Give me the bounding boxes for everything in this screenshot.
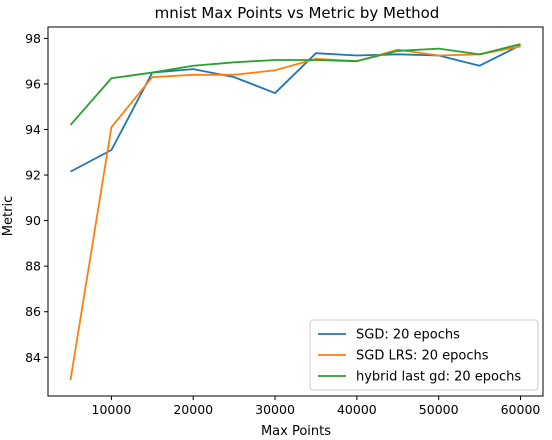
x-axis-ticks: 10000 20000 30000 40000 50000 60000 [92,396,541,417]
x-tick-label: 10000 [92,402,132,417]
x-tick-label: 40000 [337,402,377,417]
y-tick-label: 94 [25,122,41,137]
legend-items: SGD: 20 epochs SGD LRS: 20 epochs hybrid l… [318,328,521,385]
y-tick-label: 96 [25,76,41,91]
y-tick-label: 98 [25,31,41,46]
x-tick-label: 30000 [255,402,295,417]
legend-box [309,319,539,391]
chart-title: mnist Max Points vs Metric by Method [155,4,440,22]
y-tick-label: 88 [25,259,41,274]
series-layer [69,43,521,381]
x-tick-label: 60000 [501,402,541,417]
series-line-2 [69,45,521,381]
y-axis-label: Metric [1,196,16,236]
plot-area: 10000 20000 30000 40000 50000 60000 84 86 88 90 9… [25,26,544,417]
legend-label-2: SGD LRS: 20 epochs [356,349,489,364]
plot-frame [47,26,544,397]
series-line-3 [69,43,521,126]
y-tick-label: 92 [25,168,41,183]
x-tick-label: 50000 [419,402,459,417]
x-tick-label: 20000 [173,402,213,417]
legend-label-1: SGD: 20 epochs [356,328,460,343]
x-axis-label: Max Points [261,424,331,439]
y-tick-label: 84 [25,350,41,365]
y-axis-ticks: 84 86 88 90 92 94 96 98 [25,31,48,365]
y-tick-label: 90 [25,213,41,228]
legend-label-3: hybrid last gd: 20 epochs [356,370,521,385]
legend: SGD: 20 epochs SGD LRS: 20 epochs hybrid l… [309,319,539,391]
y-tick-label: 86 [25,304,41,319]
